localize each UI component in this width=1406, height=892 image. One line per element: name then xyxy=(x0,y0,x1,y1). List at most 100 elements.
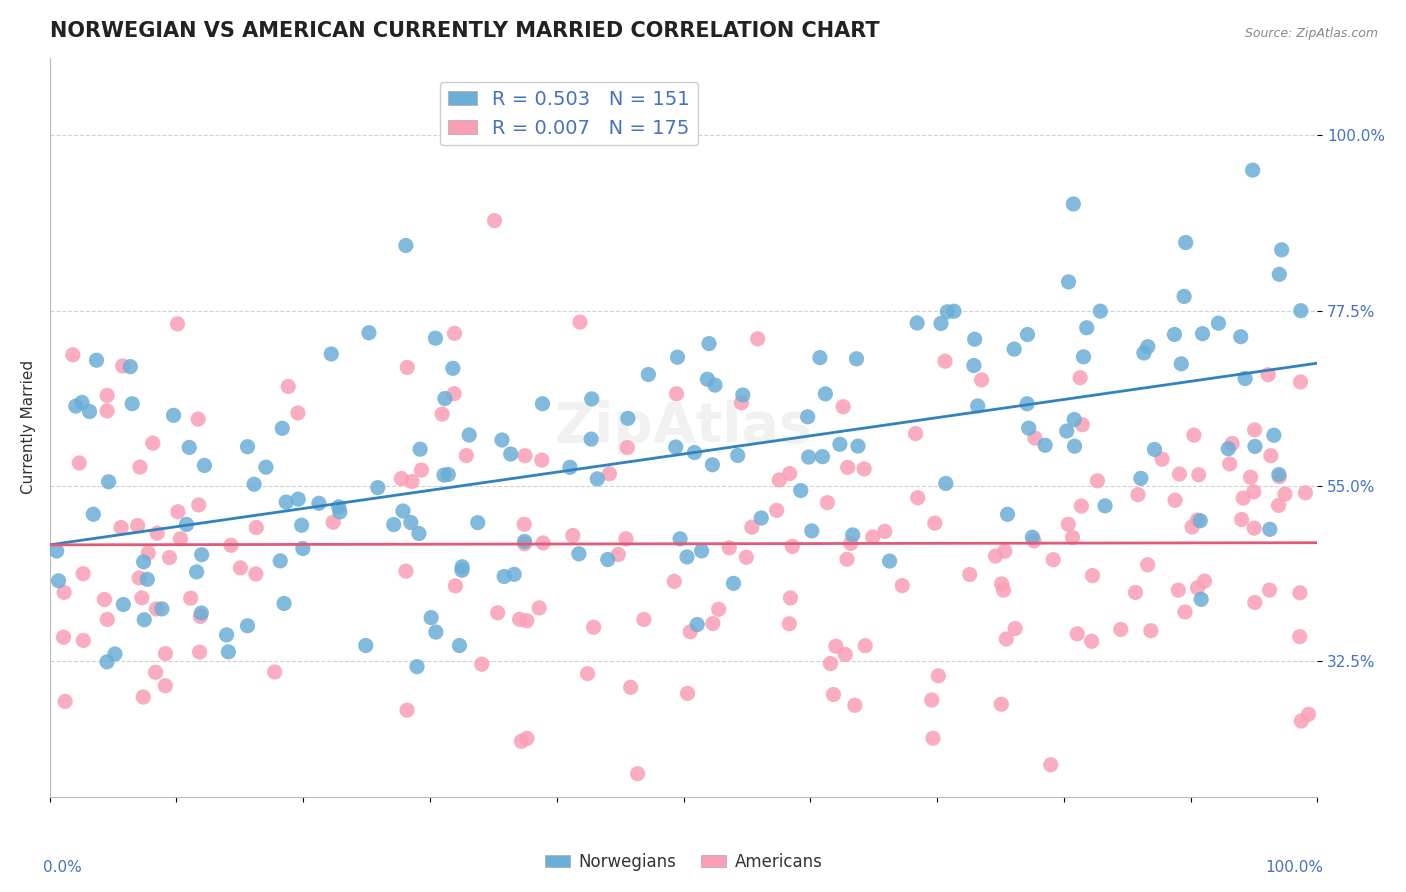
Point xyxy=(433,392,456,406)
Point xyxy=(136,546,159,560)
Point xyxy=(1022,533,1045,548)
Point xyxy=(1243,484,1265,499)
Point xyxy=(329,505,352,519)
Point xyxy=(993,583,1015,598)
Point xyxy=(328,500,350,514)
Point xyxy=(132,555,155,569)
Point xyxy=(837,460,859,475)
Point xyxy=(1220,436,1243,450)
Point xyxy=(1239,470,1261,484)
Point xyxy=(131,591,153,605)
Point xyxy=(797,450,820,464)
Point xyxy=(408,526,430,541)
Point xyxy=(697,336,720,351)
Point xyxy=(796,409,818,424)
Point xyxy=(683,445,706,459)
Point xyxy=(145,602,167,616)
Point xyxy=(735,550,758,565)
Point xyxy=(443,326,465,341)
Point xyxy=(959,567,981,582)
Point xyxy=(1070,499,1092,513)
Point xyxy=(1136,340,1159,354)
Point xyxy=(1191,326,1213,341)
Point xyxy=(1087,474,1109,488)
Point xyxy=(111,359,134,373)
Point xyxy=(633,613,655,627)
Point xyxy=(579,432,602,446)
Point xyxy=(82,508,104,522)
Point xyxy=(1288,630,1310,644)
Point xyxy=(790,483,813,498)
Point xyxy=(1260,449,1282,463)
Point xyxy=(1219,457,1241,471)
Point xyxy=(456,449,478,463)
Point xyxy=(841,528,863,542)
Point xyxy=(70,395,93,409)
Point xyxy=(1173,289,1195,303)
Point xyxy=(1181,520,1204,534)
Point xyxy=(188,645,211,659)
Point xyxy=(229,561,252,575)
Point xyxy=(1056,424,1078,438)
Point xyxy=(97,475,120,489)
Point xyxy=(924,516,946,530)
Text: 100.0%: 100.0% xyxy=(1265,860,1324,875)
Point xyxy=(1164,493,1187,508)
Point xyxy=(935,476,957,491)
Point xyxy=(1057,275,1080,289)
Point xyxy=(782,540,804,554)
Point xyxy=(187,498,209,512)
Point xyxy=(727,449,749,463)
Point xyxy=(1167,583,1189,598)
Point xyxy=(637,368,659,382)
Point xyxy=(132,690,155,704)
Point xyxy=(308,496,330,510)
Point xyxy=(190,548,212,562)
Point xyxy=(676,686,699,700)
Point xyxy=(934,354,956,368)
Point xyxy=(420,610,443,624)
Point xyxy=(516,731,538,746)
Point xyxy=(1189,592,1212,607)
Point xyxy=(1136,558,1159,572)
Point xyxy=(970,373,993,387)
Point xyxy=(121,397,143,411)
Point xyxy=(1274,487,1296,501)
Point xyxy=(879,554,901,568)
Point xyxy=(927,669,949,683)
Point xyxy=(921,693,943,707)
Point xyxy=(936,305,959,319)
Point xyxy=(145,665,167,680)
Point xyxy=(990,697,1012,711)
Point xyxy=(180,591,202,606)
Point xyxy=(1243,521,1265,535)
Point xyxy=(219,538,242,552)
Point xyxy=(127,518,149,533)
Point xyxy=(382,517,405,532)
Point xyxy=(354,639,377,653)
Point xyxy=(1126,488,1149,502)
Point xyxy=(409,442,432,457)
Point xyxy=(779,591,801,605)
Point xyxy=(190,606,212,620)
Point xyxy=(581,392,603,406)
Point xyxy=(186,565,208,579)
Point xyxy=(1143,442,1166,457)
Point xyxy=(1163,327,1185,342)
Point xyxy=(276,495,298,509)
Point xyxy=(530,453,553,467)
Point xyxy=(1125,585,1147,599)
Point xyxy=(686,617,709,632)
Text: 0.0%: 0.0% xyxy=(44,860,82,875)
Point xyxy=(1042,552,1064,566)
Point xyxy=(561,528,583,542)
Point xyxy=(929,317,952,331)
Point xyxy=(67,456,90,470)
Point xyxy=(458,428,481,442)
Point xyxy=(922,731,945,746)
Point xyxy=(696,372,718,386)
Point xyxy=(568,547,591,561)
Point xyxy=(155,647,177,661)
Point xyxy=(96,388,118,402)
Point xyxy=(471,657,494,672)
